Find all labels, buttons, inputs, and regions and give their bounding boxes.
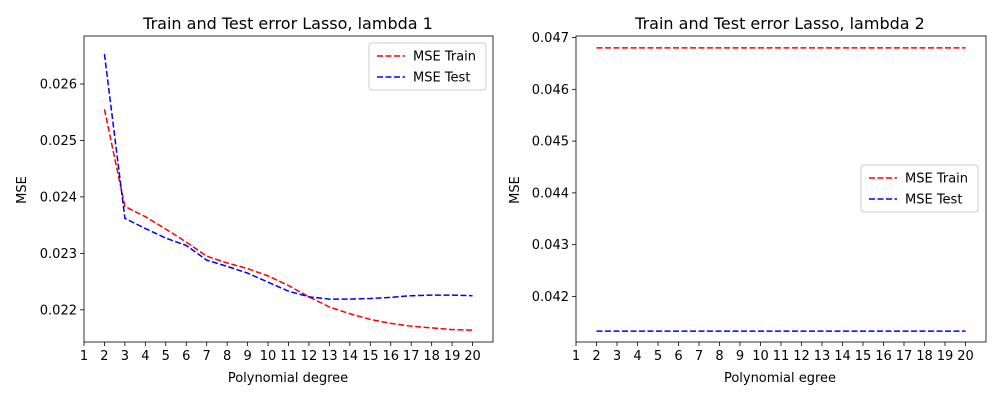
- x-tick-label: 1: [572, 349, 580, 364]
- series-line-train: [103, 109, 473, 331]
- x-tick-label: 5: [162, 349, 170, 364]
- y-tick-label: 0.047: [532, 31, 569, 46]
- x-tick-label: 11: [280, 349, 297, 364]
- x-tick-label: 4: [633, 349, 641, 364]
- y-tick-label: 0.026: [40, 77, 77, 92]
- series-line-test: [103, 53, 473, 300]
- x-tick-label: 1: [80, 349, 88, 364]
- legend-box: [860, 164, 979, 213]
- x-tick-label: 9: [243, 349, 251, 364]
- x-tick-label: 2: [592, 349, 600, 364]
- x-tick-label: 9: [736, 349, 744, 364]
- chart-lambda-1: Train and Test error Lasso, lambda 1 Pol…: [15, 14, 494, 386]
- legend-entry: MSE Train: [905, 172, 968, 187]
- x-tick-label: 18: [423, 349, 440, 364]
- legend-box: [368, 42, 487, 91]
- chart-title: Train and Test error Lasso, lambda 1: [142, 14, 433, 33]
- x-tick-label: 3: [613, 349, 621, 364]
- x-tick-label: 4: [141, 349, 149, 364]
- x-tick-label: 2: [100, 349, 108, 364]
- x-tick-label: 6: [674, 349, 682, 364]
- x-tick-label: 14: [834, 349, 851, 364]
- legend-entry: MSE Train: [413, 50, 476, 65]
- x-tick-label: 8: [223, 349, 231, 364]
- x-tick-label: 19: [937, 349, 954, 364]
- y-tick-label: 0.022: [40, 303, 77, 318]
- x-tick-label: 10: [752, 349, 769, 364]
- x-tick-label: 10: [260, 349, 277, 364]
- x-tick-label: 12: [793, 349, 810, 364]
- y-tick-label: 0.024: [40, 190, 77, 205]
- legend: MSE Train MSE Test: [368, 42, 487, 91]
- y-axis-label: MSE: [15, 176, 30, 204]
- x-tick-label: 6: [182, 349, 190, 364]
- legend-entry: MSE Test: [413, 71, 470, 86]
- y-axis-label: MSE: [508, 176, 523, 204]
- x-tick-label: 13: [814, 349, 831, 364]
- x-tick-label: 18: [916, 349, 933, 364]
- y-tick-label: 0.046: [532, 83, 569, 98]
- x-tick-label: 20: [464, 349, 481, 364]
- legend-entry: MSE Test: [905, 193, 962, 208]
- x-tick-label: 19: [444, 349, 461, 364]
- x-tick-label: 16: [875, 349, 892, 364]
- x-tick-label: 7: [203, 349, 211, 364]
- y-tick-label: 0.023: [40, 247, 77, 262]
- x-tick-label: 15: [855, 349, 872, 364]
- x-tick-label: 11: [773, 349, 790, 364]
- x-tick-label: 20: [957, 349, 974, 364]
- x-tick-label: 3: [121, 349, 129, 364]
- x-tick-label: 12: [301, 349, 318, 364]
- x-tick-label: 7: [695, 349, 703, 364]
- x-axis-label: Polynomial egree: [724, 371, 836, 386]
- x-tick-label: 16: [382, 349, 399, 364]
- chart-lambda-2: Train and Test error Lasso, lambda 2 Pol…: [508, 14, 987, 386]
- x-tick-label: 15: [362, 349, 379, 364]
- x-tick-label: 5: [654, 349, 662, 364]
- plot-area: 1 2 3 4 5 6 7 8 9 10 11 12 13 14 15 16 17 18 19 200.0220.02…: [40, 35, 494, 364]
- y-tick-label: 0.025: [40, 134, 77, 149]
- y-tick-label: 0.044: [532, 186, 569, 201]
- plot-area: 1 2 3 4 5 6 7 8 9 10 11 12 13 14 15 16 17 18 19 200.0420.04…: [532, 31, 987, 364]
- y-tick-label: 0.045: [532, 135, 569, 150]
- chart-title: Train and Test error Lasso, lambda 2: [634, 14, 925, 33]
- x-tick-label: 17: [403, 349, 420, 364]
- x-axis-label: Polynomial degree: [228, 371, 348, 386]
- legend: MSE Train MSE Test: [860, 164, 979, 213]
- x-tick-label: 14: [342, 349, 359, 364]
- x-tick-label: 13: [321, 349, 338, 364]
- y-tick-label: 0.042: [532, 290, 569, 305]
- y-tick-label: 0.043: [532, 238, 569, 253]
- x-tick-label: 17: [896, 349, 913, 364]
- x-tick-label: 8: [715, 349, 723, 364]
